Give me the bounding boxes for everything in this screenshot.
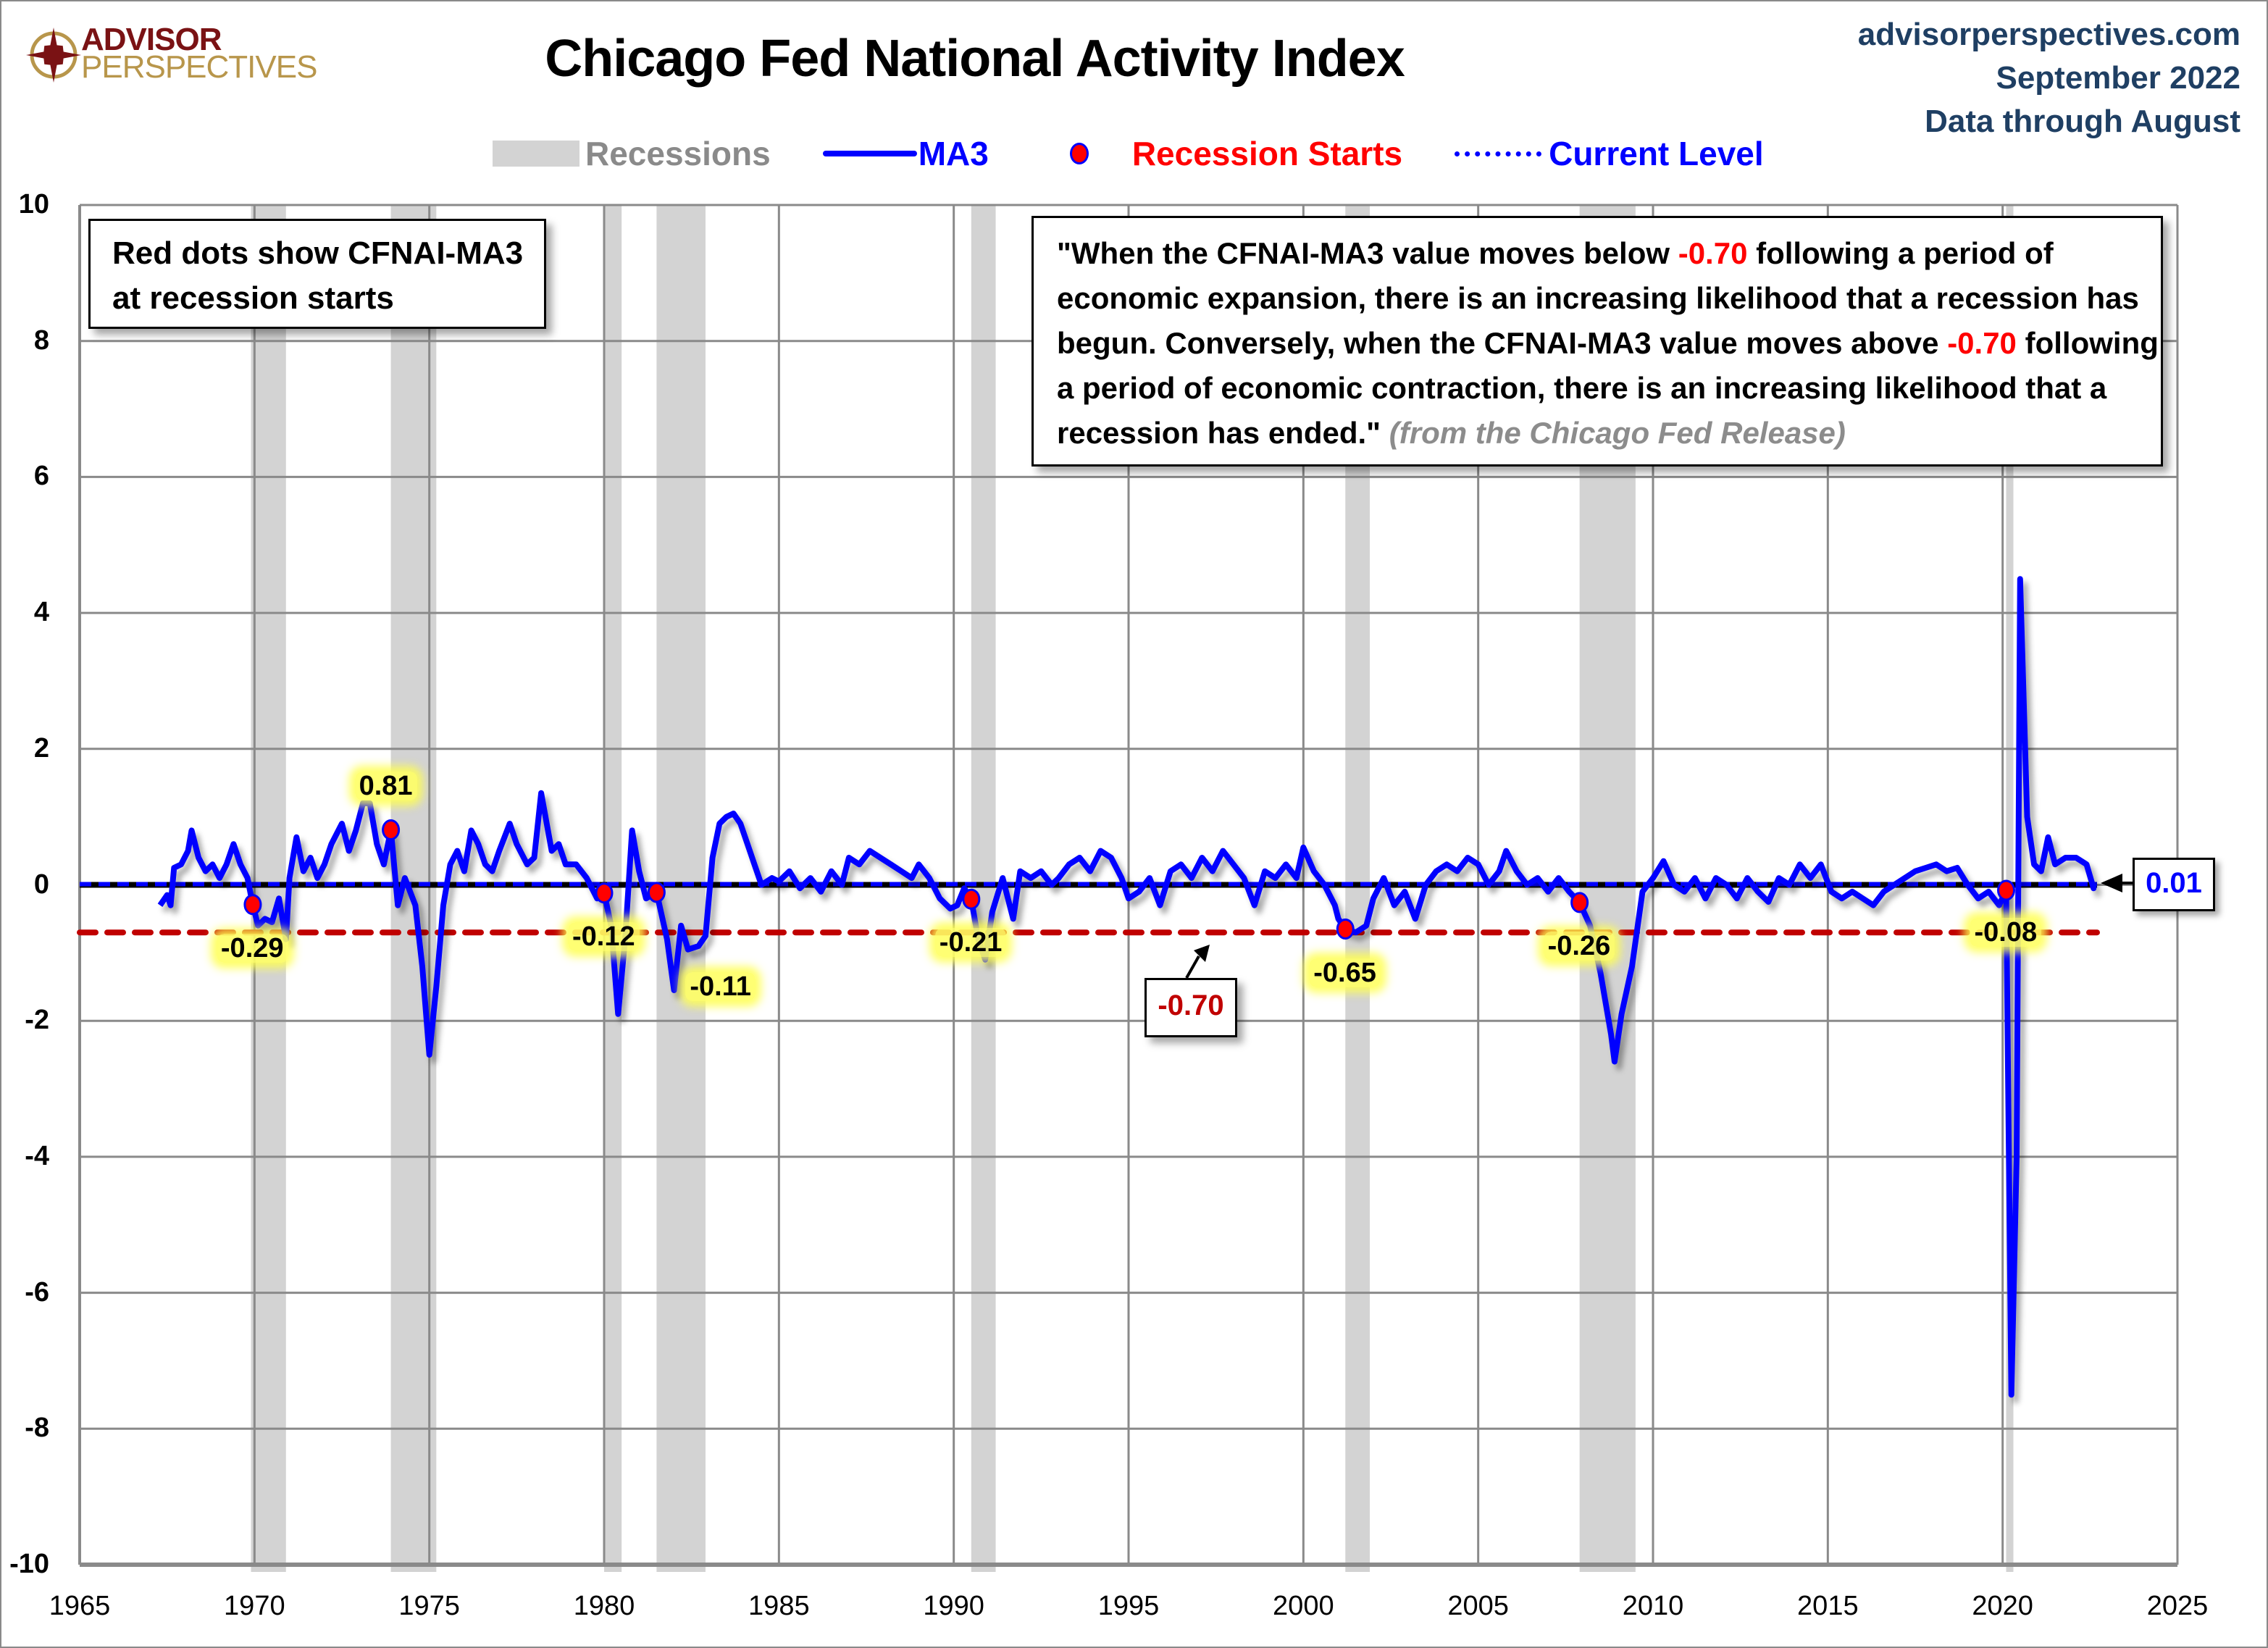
x-tick-label: 2015 [1797,1591,1859,1621]
quote-text-3: following a period of economic contracti… [1057,326,2159,450]
recession-start-dot [647,882,666,903]
chart-title-container: Chicago Fed National Activity Index [0,29,2268,88]
x-tick-label: 1975 [398,1591,460,1621]
recession-start-dot [595,882,614,904]
threshold-value-box: -0.70 [1145,978,1237,1037]
recession-band [971,205,996,1572]
y-tick-label: 2 [33,732,49,764]
threshold-arrowhead [1194,945,1210,962]
y-tick-label: 6 [33,461,49,492]
publish-date: September 2022 [1996,60,2240,96]
y-tick-label: -6 [25,1276,49,1308]
legend-item-recession-starts: Recession Starts [1041,134,1402,173]
chart-title: Chicago Fed National Activity Index [545,30,1405,88]
recession-start-dot [1336,919,1355,940]
recession-start-value-label: -0.65 [1309,958,1381,988]
x-tick-label: 1970 [224,1591,285,1621]
dashed-line-swatch-icon [1455,151,1542,156]
recession-start-dot [1996,879,2015,901]
x-tick-label: 2005 [1447,1591,1509,1621]
chicago-fed-quote-box: "When the CFNAI-MA3 value moves below -0… [1032,216,2163,467]
y-tick-label: -4 [25,1140,49,1171]
quote-text-2: following a period of economic expansion… [1057,236,2139,360]
recession-start-value-label: -0.12 [568,921,640,951]
recession-start-value-label: -0.21 [934,928,1007,958]
current-level-arrowhead [2101,874,2122,892]
site-url: advisorperspectives.com [1857,17,2240,52]
data-through-note: Data through August [1925,104,2240,139]
recession-band [251,205,286,1572]
x-tick-label: 1990 [923,1591,984,1621]
recession-start-value-label: -0.29 [216,933,288,963]
legend-item-recessions: Recessions [493,134,771,173]
x-tick-label: 1980 [573,1591,635,1621]
x-tick-label: 2010 [1622,1591,1684,1621]
y-tick-label: -10 [9,1549,49,1579]
y-tick-label: 10 [18,189,49,219]
recession-start-value-label: -0.26 [1543,931,1615,961]
recession-bands [251,205,2014,1572]
recession-start-dots [243,819,2015,940]
threshold-arrow-line [1185,955,1200,979]
x-tick-label: 1965 [49,1591,111,1621]
legend-item-current-level: Current Level [1455,134,1764,173]
y-tick-label: 8 [33,325,49,356]
y-tick-label: -2 [25,1005,49,1036]
x-tick-label: 2020 [1972,1591,2033,1621]
header-info: advisorperspectives.com September 2022 D… [1858,13,2240,143]
reference-lines [77,882,2100,936]
recession-start-dot [382,819,401,840]
red-dots-note-line1: Red dots show CFNAI-MA3 [112,235,524,271]
annotation-arrows [1185,874,2133,979]
recession-start-value-label: -0.08 [1970,918,2042,948]
legend-label-recession-starts: Recession Starts [1131,135,1403,172]
logo-text-perspectives: PERSPECTIVES [81,49,317,85]
legend-label-ma3: MA3 [918,135,989,172]
legend-item-ma3: MA3 [822,134,989,173]
recession-swatch-icon [493,141,579,167]
red-dots-note-line2: at recession starts [112,280,394,316]
x-tick-label: 2025 [2146,1591,2209,1621]
x-tick-label: 1985 [748,1591,810,1621]
logo-text-advisor: ADVISOR [81,22,222,57]
y-tick-label: -8 [25,1413,49,1444]
quote-threshold-1: -0.70 [1678,236,1748,270]
current-level-box: 0.01 [2133,858,2215,911]
red-dots-note-box: Red dots show CFNAI-MA3 at recession sta… [88,219,546,329]
y-tick-label: 4 [33,597,49,628]
y-tick-label: 0 [33,869,49,900]
quote-text-1: "When the CFNAI-MA3 value moves below [1057,236,1678,270]
x-tick-label: 1995 [1097,1591,1160,1621]
ma3-series [157,576,2097,1398]
recession-start-dot [962,888,981,910]
recession-start-value-label: 0.81 [354,771,417,801]
x-tick-label: 2000 [1273,1591,1334,1621]
line-swatch-icon [822,151,917,156]
quote-source: (from the Chicago Fed Release) [1389,416,1846,450]
legend: Recessions MA3 Recession Starts Current … [493,132,1816,175]
legend-label-current-level: Current Level [1549,135,1764,172]
recession-start-dot [243,894,262,916]
advisor-perspectives-logo: ADVISOR PERSPECTIVES [26,22,330,90]
recession-start-value-label: -0.11 [685,971,756,1001]
legend-label-recessions: Recessions [585,135,771,172]
red-dot-icon [1069,143,1089,164]
ma3-line [157,576,2097,1398]
recession-start-dot [1570,892,1589,913]
compass-star-icon [26,28,81,83]
quote-threshold-2: -0.70 [1947,326,2017,360]
